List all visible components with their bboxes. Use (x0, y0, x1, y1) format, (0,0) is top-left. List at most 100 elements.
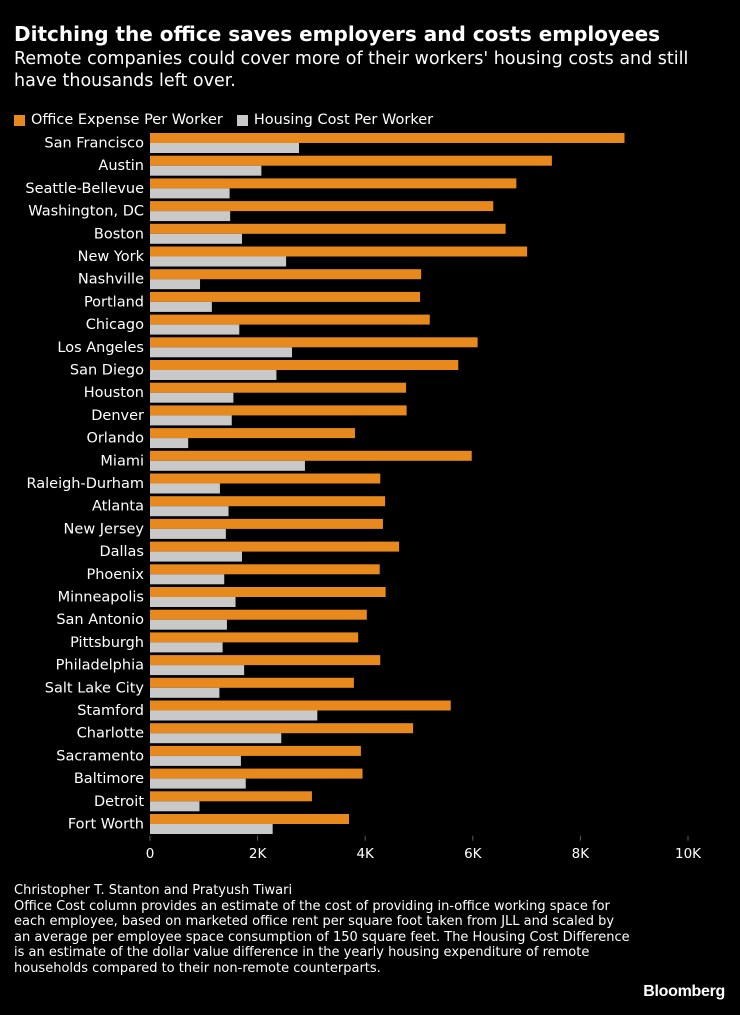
category-label: Los Angeles (57, 340, 144, 356)
bar-office-expense (150, 814, 350, 824)
category-label: Philadelphia (56, 658, 144, 674)
bar-housing-cost (150, 824, 273, 834)
chart-title: Ditching the office saves employers and … (14, 22, 661, 46)
bar-office-expense (150, 723, 414, 734)
bar-office-expense (150, 655, 381, 666)
source-credit: Christopher T. Stanton and Pratyush Tiwa… (14, 883, 293, 898)
category-label: Fort Worth (68, 817, 144, 833)
x-tick-label: 6K (464, 846, 483, 862)
category-label: Portland (84, 294, 144, 310)
category-label: Washington, DC (28, 204, 144, 220)
bar-office-expense (150, 450, 472, 461)
category-label: Miami (100, 453, 144, 469)
category-label: Minneapolis (58, 590, 144, 606)
x-tick-label: 10K (675, 846, 702, 862)
legend-entry-office: Office Expense Per Worker (14, 112, 223, 128)
bar-housing-cost (150, 233, 242, 244)
category-label: Boston (94, 226, 144, 242)
legend: Office Expense Per Worker Housing Cost P… (14, 111, 447, 129)
bar-housing-cost (150, 755, 241, 766)
bar-chart: 0 2K 4K 6K 8K 10K San Francisco Austin Seattle-B… (25, 133, 702, 862)
bar-office-expense (150, 405, 407, 416)
bar-office-expense (150, 337, 478, 348)
legend-swatch-housing (236, 114, 248, 126)
x-tick-label: 0 (146, 846, 155, 862)
bar-office-expense (150, 382, 407, 393)
bar-office-expense (150, 768, 363, 779)
bar-office-expense (150, 700, 451, 711)
category-label: Nashville (78, 272, 144, 288)
category-label: Austin (98, 158, 144, 174)
category-label: Phoenix (86, 567, 144, 583)
bar-housing-cost (150, 710, 318, 721)
bar-office-expense (150, 632, 359, 643)
bar-housing-cost (150, 483, 220, 494)
bar-housing-cost (150, 801, 200, 812)
bar-office-expense (150, 178, 517, 189)
bar-housing-cost (150, 665, 245, 676)
bar-housing-cost (150, 574, 225, 585)
bar-office-expense (150, 518, 383, 529)
category-label: Stamford (77, 703, 144, 719)
category-label: Pittsburgh (70, 635, 144, 651)
bar-housing-cost (150, 733, 282, 744)
bar-housing-cost (150, 506, 229, 517)
bar-housing-cost (150, 279, 201, 290)
bar-housing-cost (150, 597, 236, 607)
bar-office-expense (150, 428, 355, 439)
category-label: Chicago (86, 317, 144, 333)
bar-housing-cost (150, 619, 227, 630)
bar-office-expense (150, 246, 528, 257)
bar-office-expense (150, 360, 459, 370)
category-label: San Diego (70, 363, 144, 379)
bar-housing-cost (150, 551, 242, 562)
bloomberg-logo: Bloomberg (643, 983, 725, 1000)
x-tick-label: 8K (572, 846, 591, 862)
bar-office-expense (150, 201, 494, 212)
bar-housing-cost (150, 143, 300, 153)
category-label: Denver (91, 408, 144, 424)
legend-label-office: Office Expense Per Worker (31, 112, 223, 128)
methodology-note: Office Cost column provides an estimate … (14, 898, 630, 976)
category-label: San Antonio (56, 612, 144, 628)
bar-office-expense (150, 609, 367, 620)
bar-housing-cost (150, 687, 220, 698)
category-label: Salt Lake City (45, 680, 145, 696)
footer-notes: Christopher T. Stanton and Pratyush Tiwa… (14, 883, 634, 976)
legend-label-housing: Housing Cost Per Worker (253, 112, 434, 128)
bar-housing-cost (150, 211, 231, 222)
bar-housing-cost (150, 256, 287, 267)
bar-office-expense (150, 291, 421, 302)
category-label: Dallas (99, 544, 144, 560)
category-label: Detroit (94, 794, 144, 810)
bar-housing-cost (150, 165, 262, 176)
x-tick-label: 2K (249, 846, 268, 862)
bar-office-expense (150, 791, 312, 802)
bar-housing-cost (150, 415, 232, 426)
chart-subtitle: Remote companies could cover more of the… (14, 49, 689, 91)
bar-housing-cost (150, 460, 305, 471)
bar-housing-cost (150, 392, 234, 403)
category-label: New York (78, 249, 145, 265)
bar-housing-cost (150, 778, 246, 789)
bar-housing-cost (150, 528, 226, 539)
bar-office-expense (150, 541, 400, 552)
bar-housing-cost (150, 438, 189, 449)
category-label: New Jersey (64, 521, 145, 537)
bar-housing-cost (150, 370, 277, 380)
bar-office-expense (150, 473, 381, 484)
bar-housing-cost (150, 188, 230, 199)
legend-swatch-office (14, 114, 25, 126)
category-label: Houston (84, 385, 144, 401)
legend-entry-housing: Housing Cost Per Worker (236, 112, 434, 128)
bar-office-expense (150, 587, 386, 597)
bar-office-expense (150, 564, 380, 575)
category-label: Seattle-Bellevue (25, 181, 144, 197)
category-label: Baltimore (74, 771, 144, 787)
category-label: Atlanta (92, 499, 144, 515)
category-label: Raleigh-Durham (26, 476, 144, 492)
category-label: San Francisco (44, 136, 144, 152)
bar-office-expense (150, 155, 552, 166)
bar-office-expense (150, 677, 354, 688)
x-tick-label: 4K (356, 846, 375, 862)
